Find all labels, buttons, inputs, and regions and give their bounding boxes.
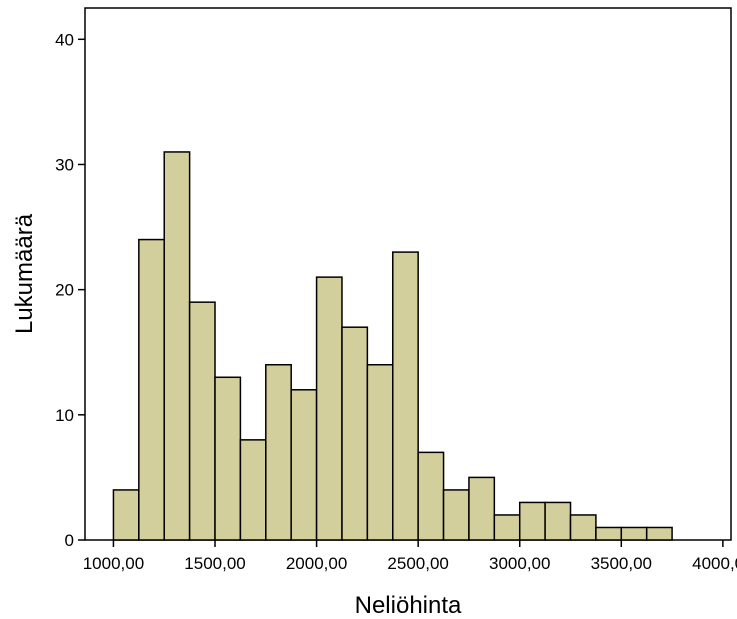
histogram-bar — [417, 451, 445, 541]
histogram-bar — [163, 151, 191, 541]
histogram-bar — [214, 376, 242, 541]
histogram-bar — [493, 514, 521, 541]
x-tick-label: 2500,00 — [387, 554, 448, 573]
y-tick-label: 10 — [55, 406, 74, 425]
y-tick-label: 0 — [65, 531, 74, 550]
histogram-bar — [645, 526, 673, 541]
x-tick-label: 2000,00 — [286, 554, 347, 573]
x-tick-label: 3500,00 — [591, 554, 652, 573]
x-tick-label: 3000,00 — [489, 554, 550, 573]
histogram-bar — [595, 526, 623, 541]
histogram-bar — [112, 489, 140, 541]
histogram-bar — [544, 501, 572, 541]
y-axis-label: Lukumäärä — [11, 213, 38, 334]
x-tick-label: 4000,00 — [692, 554, 737, 573]
histogram-bar — [518, 501, 546, 541]
y-tick-label: 20 — [55, 281, 74, 300]
histogram-bar — [138, 238, 165, 541]
histogram-bar — [265, 364, 292, 541]
histogram-bar — [290, 389, 318, 541]
x-axis-label: Neliöhinta — [355, 592, 462, 619]
x-axis: 1000,00 1500,00 2000,00 2500,00 3000,00 3500,… — [83, 540, 737, 573]
histogram-bar — [366, 364, 394, 541]
histogram-bar — [341, 326, 369, 541]
y-tick-label: 30 — [55, 155, 74, 174]
histogram-bars — [112, 151, 673, 541]
histogram-bar — [392, 251, 419, 541]
histogram-bar — [188, 301, 216, 541]
histogram-bar — [315, 276, 343, 541]
x-tick-label: 1000,00 — [83, 554, 144, 573]
histogram-bar — [468, 476, 496, 541]
histogram-bar — [239, 439, 267, 541]
histogram-bar — [620, 526, 648, 541]
y-tick-label: 40 — [55, 30, 74, 49]
x-tick-label: 1500,00 — [184, 554, 245, 573]
y-axis: 0 10 20 30 40 — [55, 30, 85, 550]
histogram-bar — [442, 489, 470, 541]
histogram-bar — [569, 514, 597, 541]
